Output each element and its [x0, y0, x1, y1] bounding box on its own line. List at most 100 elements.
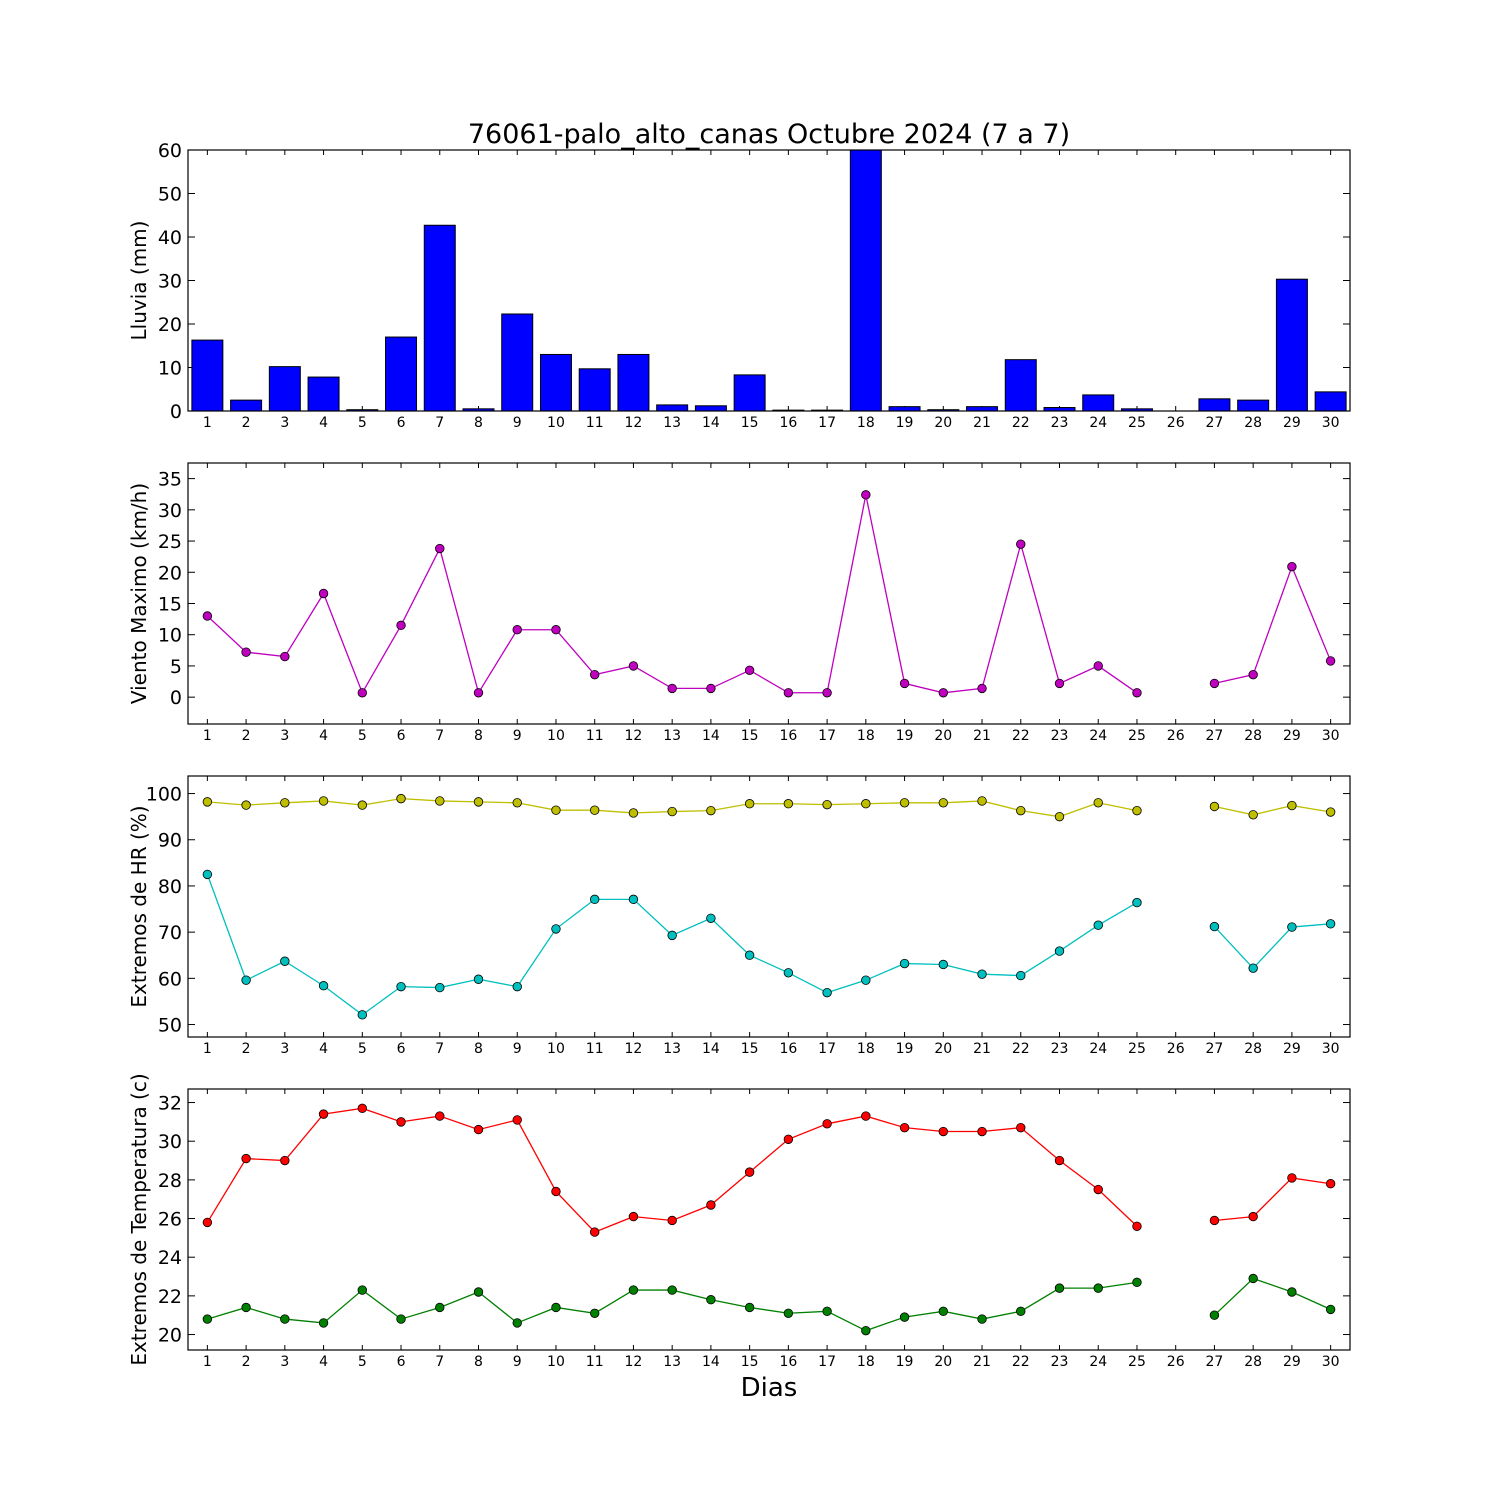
series-2-point-day-4 [318, 981, 329, 991]
series-1-point-day-29 [1287, 561, 1297, 572]
y-tick-label: 100 [146, 784, 182, 806]
series-2-point-day-12 [628, 1285, 639, 1295]
y-tick-label: 10 [158, 625, 182, 647]
x-tick-label: 23 [1051, 415, 1069, 431]
x-tick-label: 19 [896, 728, 914, 744]
series-2-point-day-29 [1287, 1287, 1297, 1297]
x-tick-label: 24 [1089, 415, 1107, 431]
series-1-point-day-30 [1325, 1179, 1336, 1189]
series-1-point-day-7 [435, 543, 445, 554]
x-tick-label: 3 [280, 1041, 289, 1057]
series-2-point-day-19 [899, 1312, 910, 1322]
x-tick-label: 5 [358, 728, 367, 744]
y-tick-label: 60 [158, 140, 182, 162]
series-1-point-day-1 [202, 1217, 213, 1228]
x-tick-label: 19 [896, 1041, 914, 1057]
series-1-point-day-12 [628, 808, 639, 818]
bar-day-14 [694, 405, 727, 412]
series-1-point-day-8 [473, 1124, 484, 1135]
x-tick-label: 26 [1167, 415, 1185, 431]
series-1-point-day-24 [1093, 798, 1103, 808]
series-1-point-day-18 [861, 1111, 871, 1121]
x-tick-label: 7 [435, 1354, 444, 1370]
series-1-point-day-13 [667, 806, 677, 817]
x-tick-label: 28 [1244, 1041, 1262, 1057]
bar-day-19 [888, 406, 921, 412]
series-2-point-day-24 [1093, 920, 1103, 930]
bar-day-11 [578, 368, 611, 412]
x-tick-label: 16 [779, 1041, 797, 1057]
y-tick-label: 24 [158, 1247, 182, 1269]
x-tick-label: 18 [857, 728, 875, 744]
bar-day-4 [307, 376, 340, 412]
series-1-point-day-5 [357, 688, 368, 698]
series-2-point-day-1 [202, 1314, 213, 1324]
x-tick-label: 11 [586, 415, 604, 431]
x-tick-label: 7 [435, 415, 444, 431]
x-tick-label: 19 [896, 1354, 914, 1370]
series-1-point-day-25 [1132, 688, 1142, 698]
series-1-point-day-14 [706, 805, 716, 816]
series-1-point-day-25 [1132, 805, 1142, 816]
series-2-point-day-23 [1054, 946, 1065, 956]
x-tick-label: 20 [934, 415, 952, 431]
series-2-point-day-18 [861, 975, 871, 985]
x-tick-label: 2 [242, 1041, 251, 1057]
x-tick-label: 22 [1012, 1354, 1030, 1370]
x-tick-label: 18 [857, 1041, 875, 1057]
series-2-point-day-10 [551, 1302, 561, 1313]
y-tick-label: 0 [170, 401, 182, 423]
series-1-point-day-2 [241, 1153, 251, 1164]
x-tick-label: 17 [818, 1041, 836, 1057]
x-tick-label: 2 [242, 1354, 251, 1370]
series-2-point-day-21 [977, 1314, 987, 1324]
x-tick-label: 1 [203, 1041, 212, 1057]
bar-day-29 [1275, 278, 1308, 412]
y-tick-label: 10 [158, 358, 182, 380]
x-tick-label: 29 [1283, 1354, 1301, 1370]
bar-day-30 [1314, 391, 1347, 412]
x-tick-label: 10 [547, 415, 565, 431]
x-tick-label: 9 [513, 1354, 522, 1370]
x-tick-label: 11 [586, 728, 604, 744]
x-tick-label: 14 [702, 728, 720, 744]
x-tick-label: 13 [663, 1041, 681, 1057]
y-tick-label: 60 [158, 968, 182, 990]
x-tick-label: 12 [625, 1041, 643, 1057]
plot-frame [187, 1088, 1351, 1351]
y-tick-label: 30 [158, 271, 182, 293]
x-tick-label: 4 [319, 728, 328, 744]
series-2-point-day-4 [318, 1318, 329, 1328]
series-1-point-day-18 [861, 799, 871, 809]
series-1-point-day-24 [1093, 1184, 1103, 1195]
series-2-point-day-13 [667, 930, 677, 941]
series-1-point-day-10 [551, 625, 561, 635]
x-tick-label: 25 [1128, 1354, 1146, 1370]
x-tick-label: 5 [358, 415, 367, 431]
series-1-point-day-14 [706, 1200, 716, 1210]
x-tick-label: 12 [625, 728, 643, 744]
series-1-point-day-6 [396, 1117, 406, 1127]
x-tick-label: 25 [1128, 415, 1146, 431]
series-1-point-day-27 [1209, 1215, 1220, 1226]
x-tick-label: 11 [586, 1354, 604, 1370]
x-tick-label: 6 [397, 728, 406, 744]
x-tick-label: 2 [242, 415, 251, 431]
series-1-point-day-16 [783, 688, 794, 698]
series-1-point-day-30 [1325, 807, 1336, 817]
x-tick-label: 23 [1051, 1354, 1069, 1370]
bar-day-6 [385, 336, 418, 412]
x-tick-label: 8 [474, 728, 483, 744]
y-tick-label: 15 [158, 593, 182, 615]
series-2-point-day-12 [628, 894, 639, 905]
x-tick-label: 20 [934, 728, 952, 744]
series-2-point-day-2 [241, 1302, 251, 1313]
series-1-point-day-8 [473, 797, 484, 807]
x-tick-label: 30 [1322, 1041, 1340, 1057]
x-tick-label: 20 [934, 1041, 952, 1057]
x-tick-label: 27 [1206, 728, 1224, 744]
series-1-point-day-5 [357, 1103, 368, 1114]
series-2-point-day-2 [241, 975, 251, 985]
series-2-point-day-28 [1248, 963, 1258, 973]
series-2-point-day-22 [1016, 1306, 1026, 1317]
